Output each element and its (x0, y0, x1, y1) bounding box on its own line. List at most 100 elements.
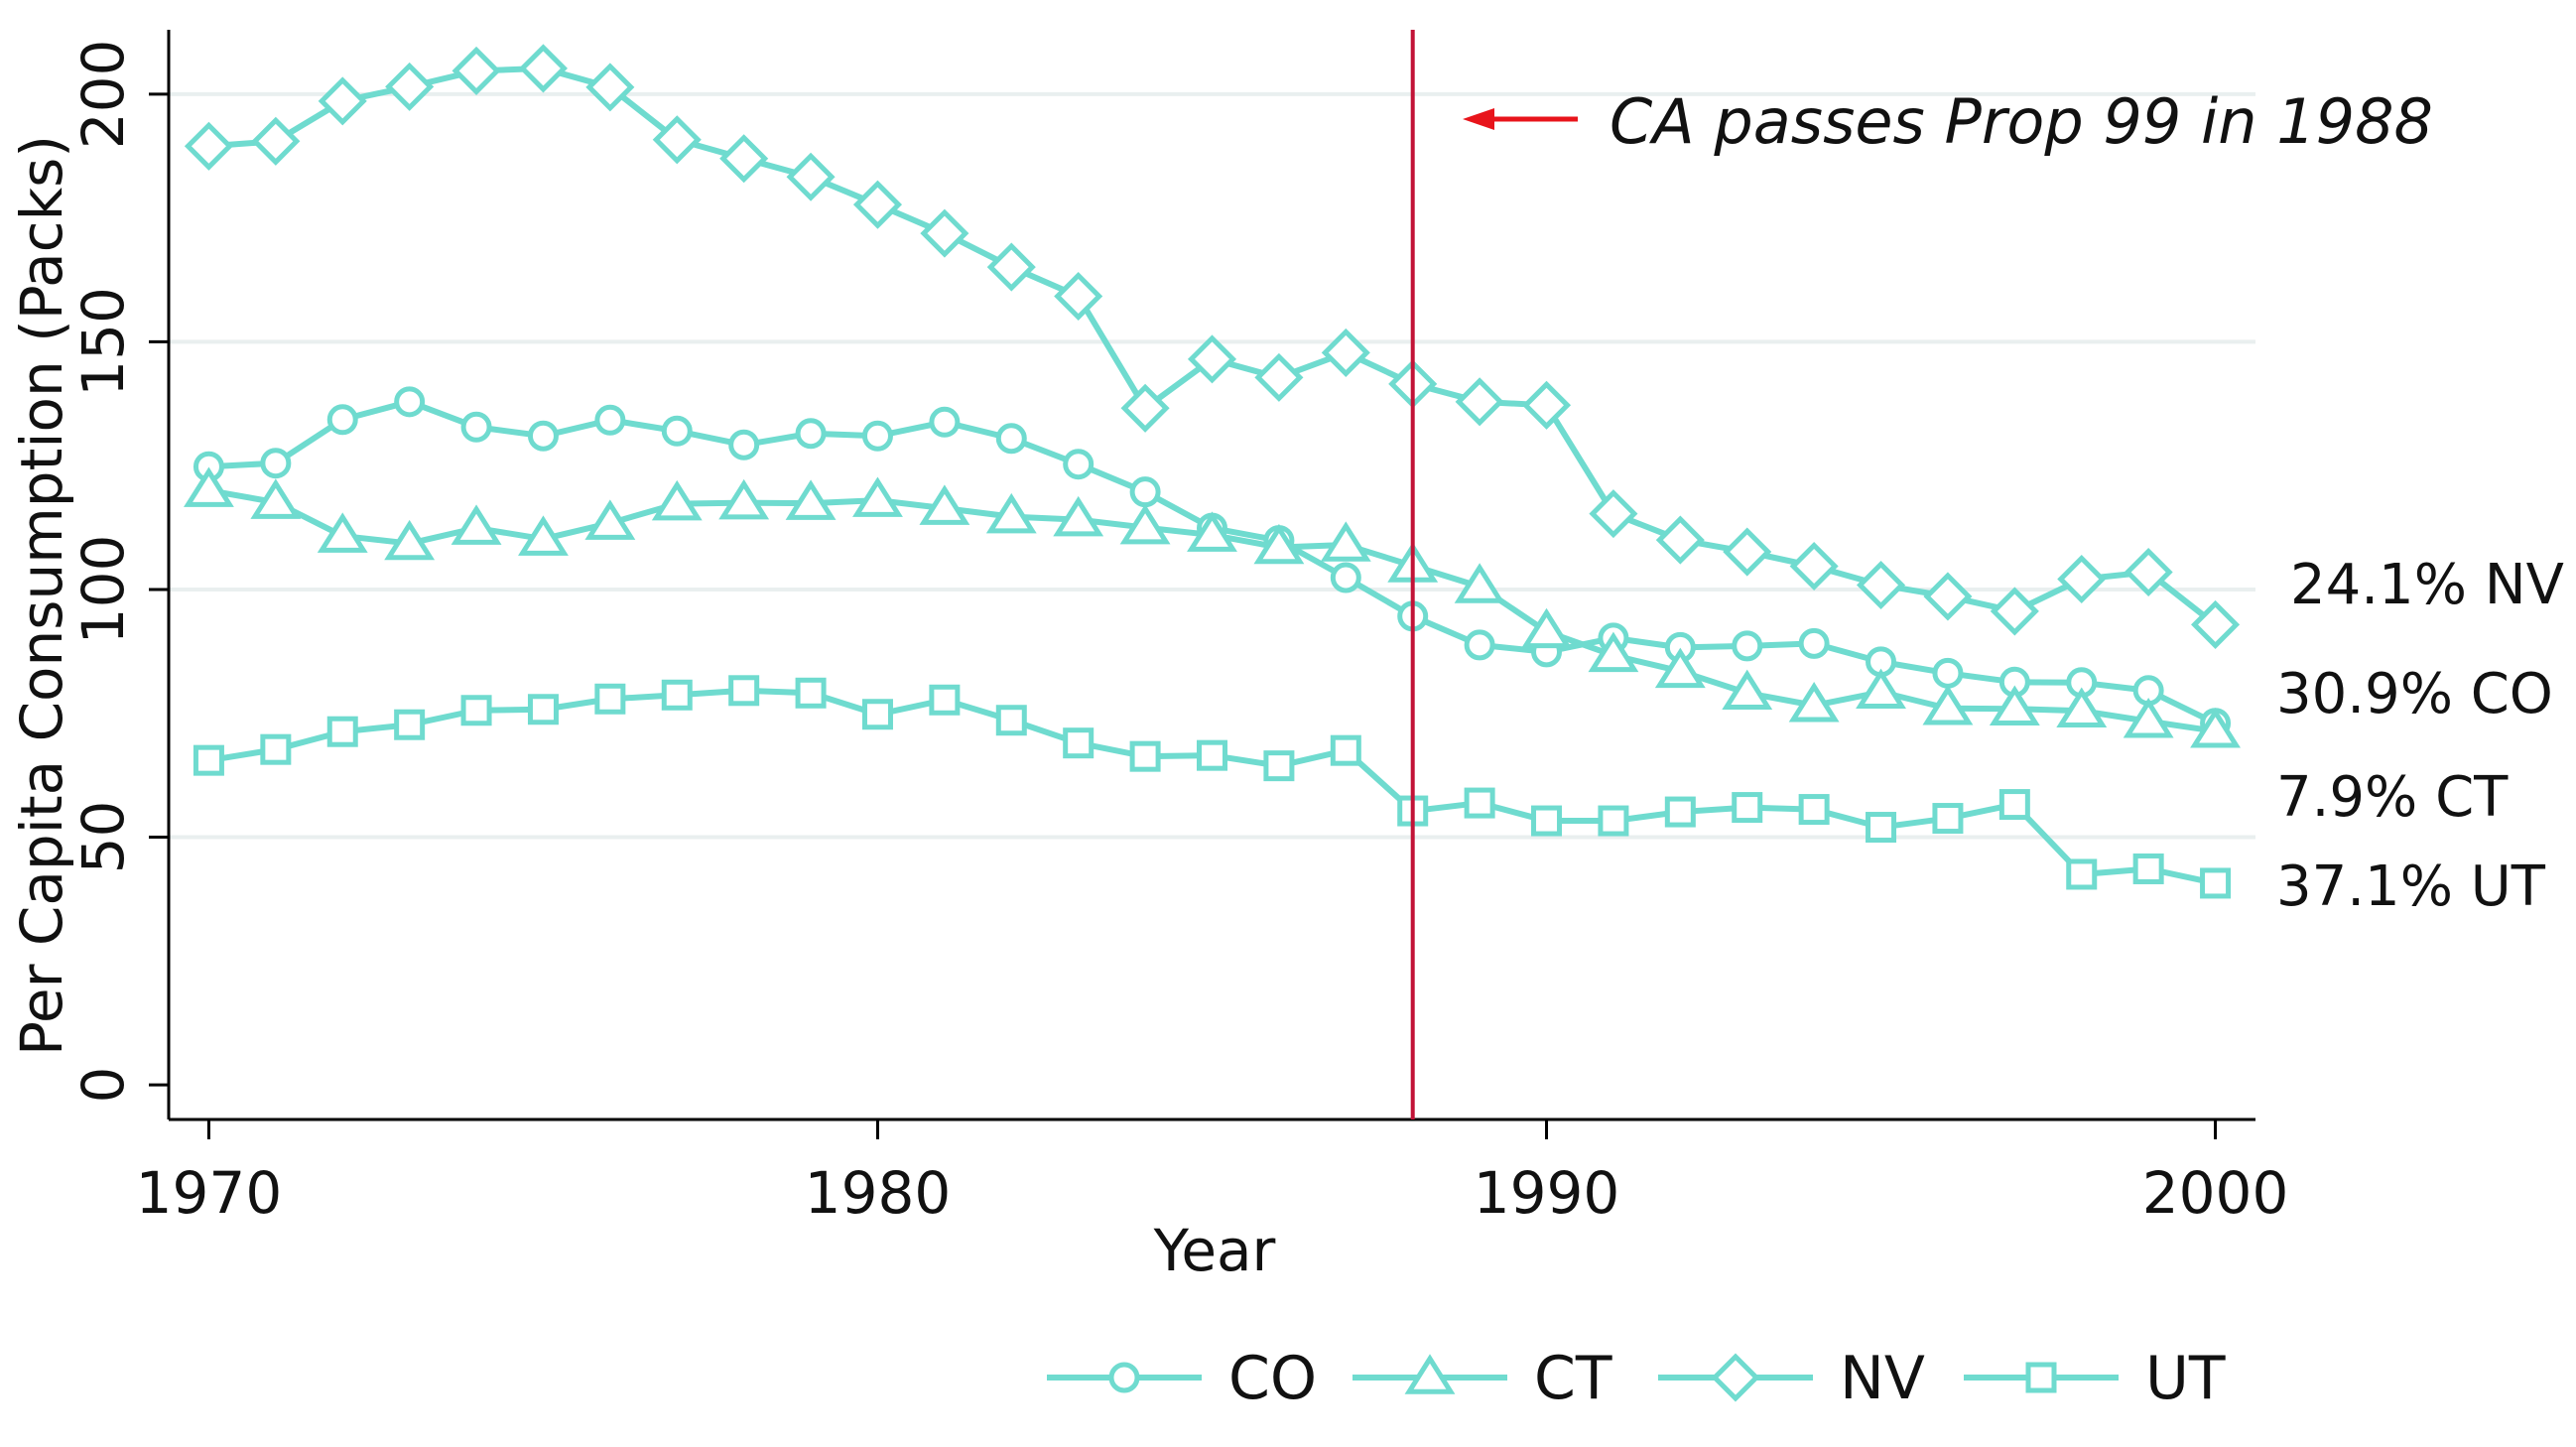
data-point-co (661, 415, 693, 447)
data-point-nv (1990, 587, 2039, 636)
data-point-ut (1998, 789, 2030, 821)
data-point-ct (1788, 682, 1840, 723)
data-point-ct (1521, 607, 1572, 649)
series-nv (184, 44, 2241, 649)
data-point-co (995, 423, 1027, 455)
data-point-nv (251, 116, 301, 166)
data-point-nv (1723, 527, 1772, 577)
data-point-co (394, 386, 426, 418)
legend-marker-co (1108, 1362, 1140, 1393)
data-point-ct (1588, 631, 1639, 673)
data-point-ut (460, 695, 492, 726)
legend-marker-ut (2025, 1362, 2057, 1393)
data-point-ut (995, 705, 1027, 736)
data-point-ut (861, 699, 893, 730)
legend-marker-nv (1711, 1353, 1760, 1402)
y-tick-label: 0 (69, 1067, 137, 1104)
data-point-nv (2191, 599, 2241, 649)
data-point-ct (518, 515, 569, 556)
data-point-ct (2056, 687, 2108, 727)
data-point-ct (651, 479, 703, 521)
data-point-co (1464, 629, 1495, 661)
data-point-ut (929, 684, 961, 716)
data-point-nv (652, 115, 702, 165)
data-point-co (1129, 476, 1161, 508)
data-point-nv (1655, 515, 1705, 565)
data-point-nv (920, 208, 969, 258)
data-point-ut (1063, 727, 1095, 759)
data-point-ct (718, 478, 770, 520)
data-point-co (460, 411, 492, 443)
data-point-co (728, 429, 760, 460)
end-labels: 30.9% CO 7.9% CT 24.1% NV 37.1% UT (2276, 553, 2564, 919)
data-point-ct (1119, 503, 1171, 545)
end-label-ut: 37.1% UT (2276, 855, 2546, 919)
data-point-nv (719, 134, 769, 184)
end-label-nv: 24.1% NV (2290, 553, 2564, 617)
legend-item-ct: CT (1352, 1344, 1612, 1413)
data-point-nv (1254, 352, 1304, 402)
data-point-ut (2200, 867, 2232, 899)
legend-label-co: CO (1228, 1344, 1317, 1413)
data-point-nv (451, 46, 501, 95)
data-point-ct (1187, 511, 1237, 552)
data-point-ut (1932, 803, 1964, 835)
legend-item-ut: UT (1964, 1344, 2226, 1413)
data-point-ut (1197, 739, 1227, 771)
data-point-ut (1664, 796, 1696, 828)
data-point-ut (1732, 792, 1763, 824)
annotation-arrow-head (1463, 108, 1494, 130)
data-point-ct (852, 476, 903, 517)
series-ct (184, 466, 2241, 748)
series-line-co (208, 398, 2217, 726)
data-point-ct (1722, 669, 1773, 711)
data-point-ut (260, 733, 292, 765)
data-point-nv (986, 242, 1036, 292)
data-point-co (795, 418, 827, 450)
data-point-ct (584, 499, 636, 540)
data-point-ut (1464, 787, 1495, 819)
y-tick-label: 150 (69, 287, 137, 397)
data-point-ct (1320, 521, 1371, 562)
y-axis-title: Per Capita Consumption (Packs) (8, 135, 75, 1056)
data-point-ct (919, 484, 970, 525)
legend-label-ut: UT (2145, 1344, 2226, 1413)
data-point-ut (326, 716, 358, 747)
data-point-co (326, 404, 358, 436)
data-point-co (260, 448, 292, 479)
x-tick-label: 1980 (805, 1159, 952, 1227)
data-point-ut (594, 683, 626, 715)
data-point-ct (985, 492, 1037, 534)
data-point-ct (317, 512, 368, 553)
data-point-ct (1856, 668, 1906, 710)
legend-item-co: CO (1047, 1344, 1317, 1413)
data-point-nv (318, 76, 367, 126)
data-point-nv (385, 62, 435, 111)
data-point-ut (1798, 794, 1830, 826)
y-tick-label: 50 (69, 801, 137, 874)
data-point-ct (2190, 708, 2241, 748)
data-point-co (1330, 562, 1361, 593)
data-point-nv (1589, 489, 1638, 539)
series-co (193, 386, 2232, 739)
x-axis-title: Year (1153, 1217, 1276, 1284)
end-label-co: 30.9% CO (2276, 662, 2553, 726)
data-point-co (929, 406, 961, 438)
data-point-nv (1789, 541, 1839, 592)
data-point-nv (585, 63, 635, 112)
data-point-ct (184, 466, 234, 507)
data-point-nv (184, 121, 233, 171)
data-point-ct (1454, 563, 1505, 603)
x-tick-label: 1970 (136, 1159, 283, 1227)
data-point-nv (1455, 377, 1504, 427)
data-point-nv (1321, 328, 1370, 377)
data-point-nv (1120, 383, 1170, 433)
data-point-nv (518, 44, 568, 93)
legend-label-nv: NV (1840, 1344, 1925, 1413)
series-line-ut (207, 687, 2217, 886)
data-point-nv (1521, 380, 1572, 430)
x-tick-label: 1990 (1474, 1159, 1620, 1227)
data-point-co (527, 420, 559, 452)
data-point-ut (1263, 750, 1295, 782)
